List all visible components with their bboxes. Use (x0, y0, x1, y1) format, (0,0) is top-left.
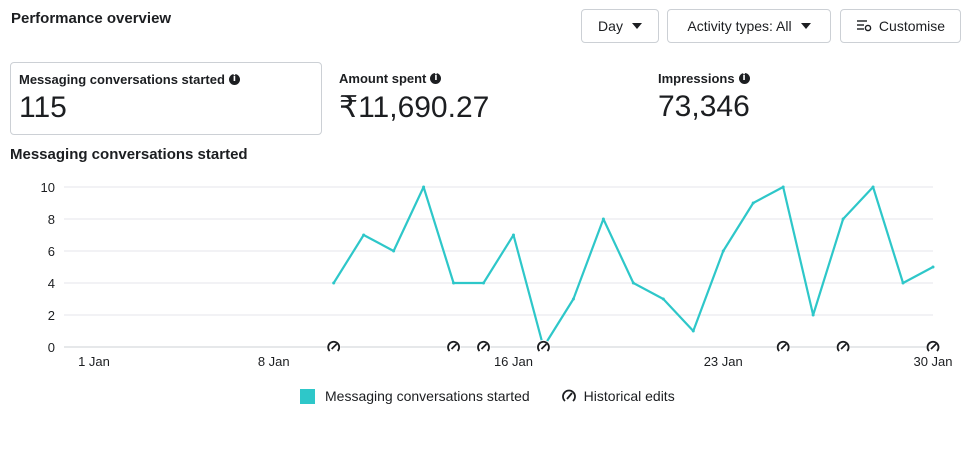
historical-edit-marker[interactable] (836, 340, 851, 354)
x-tick-label: 8 Jan (258, 354, 290, 369)
data-point (511, 233, 515, 237)
info-icon[interactable]: i (228, 74, 240, 85)
activity-types-dropdown[interactable]: Activity types: All (667, 9, 831, 43)
metric-value: 73,346 (658, 90, 750, 123)
caret-down-icon (800, 23, 811, 29)
x-tick-label: 1 Jan (78, 354, 110, 369)
x-tick-label: 23 Jan (704, 354, 743, 369)
y-tick-label: 4 (48, 276, 55, 291)
metric-label: Impressions (658, 71, 735, 86)
customise-label: Customise (878, 18, 946, 34)
data-point (811, 313, 815, 317)
data-point (751, 201, 755, 205)
data-point (332, 281, 336, 285)
day-dropdown[interactable]: Day (581, 9, 659, 43)
caret-down-icon (631, 23, 642, 29)
legend-series-label: Messaging conversations started (325, 388, 530, 404)
data-point (452, 281, 456, 285)
historical-edit-marker[interactable] (926, 340, 940, 354)
historical-edit-marker[interactable] (326, 340, 341, 354)
page-title: Performance overview (11, 10, 172, 27)
metric-value: 115 (19, 91, 67, 124)
historical-edit-icon (560, 388, 578, 404)
metric-label: Amount spent (339, 71, 427, 86)
series-line (332, 185, 934, 349)
metric-label: Messaging conversations started (19, 72, 225, 87)
data-point (482, 281, 486, 285)
y-tick-label: 2 (48, 308, 55, 323)
info-icon[interactable]: i (738, 73, 750, 84)
data-point (661, 297, 665, 301)
metric-value: ₹11,690.27 (339, 91, 490, 124)
data-point (871, 185, 875, 189)
legend-swatch (300, 388, 315, 404)
day-dropdown-label: Day (598, 18, 623, 34)
customise-icon (856, 18, 872, 35)
data-point (781, 185, 785, 189)
data-point (422, 185, 426, 189)
historical-edit-marker[interactable] (476, 340, 491, 354)
y-tick-label: 6 (48, 244, 55, 259)
legend-item-series[interactable]: Messaging conversations started (300, 388, 530, 404)
historical-edit-marker[interactable] (446, 340, 461, 354)
line-chart: 0 2 4 6 8 10 1 Jan 8 Jan 16 Jan 23 Jan 30 Jan (41, 180, 953, 369)
customise-button[interactable]: Customise (840, 9, 961, 43)
historical-edit-marker[interactable] (776, 340, 791, 354)
data-point (931, 265, 935, 269)
data-point (631, 281, 635, 285)
data-point (362, 233, 366, 237)
y-tick-label: 0 (48, 340, 55, 355)
legend-item-edits[interactable]: Historical edits (530, 388, 675, 404)
data-point (571, 297, 575, 301)
x-tick-label: 16 Jan (494, 354, 533, 369)
chart-title: Messaging conversations started (10, 146, 248, 163)
data-point (901, 281, 905, 285)
info-icon[interactable]: i (430, 73, 442, 84)
data-point (841, 217, 845, 221)
metric-card-impressions[interactable]: Impressions i 73,346 (650, 62, 950, 135)
metric-card-amount-spent[interactable]: Amount spent i ₹11,690.27 (331, 62, 631, 135)
data-point (392, 249, 396, 253)
x-tick-label: 30 Jan (913, 354, 952, 369)
y-tick-label: 8 (48, 212, 55, 227)
data-point (721, 249, 725, 253)
data-point (691, 329, 695, 333)
legend-edits-label: Historical edits (583, 388, 675, 404)
historical-edit-marker[interactable] (536, 340, 551, 354)
data-point (601, 217, 605, 221)
metric-card-messaging[interactable]: Messaging conversations started i 115 (10, 62, 322, 135)
y-tick-label: 10 (41, 180, 55, 195)
chart-legend: Messaging conversations started Historic… (300, 388, 675, 404)
activity-types-label: Activity types: All (687, 18, 792, 34)
